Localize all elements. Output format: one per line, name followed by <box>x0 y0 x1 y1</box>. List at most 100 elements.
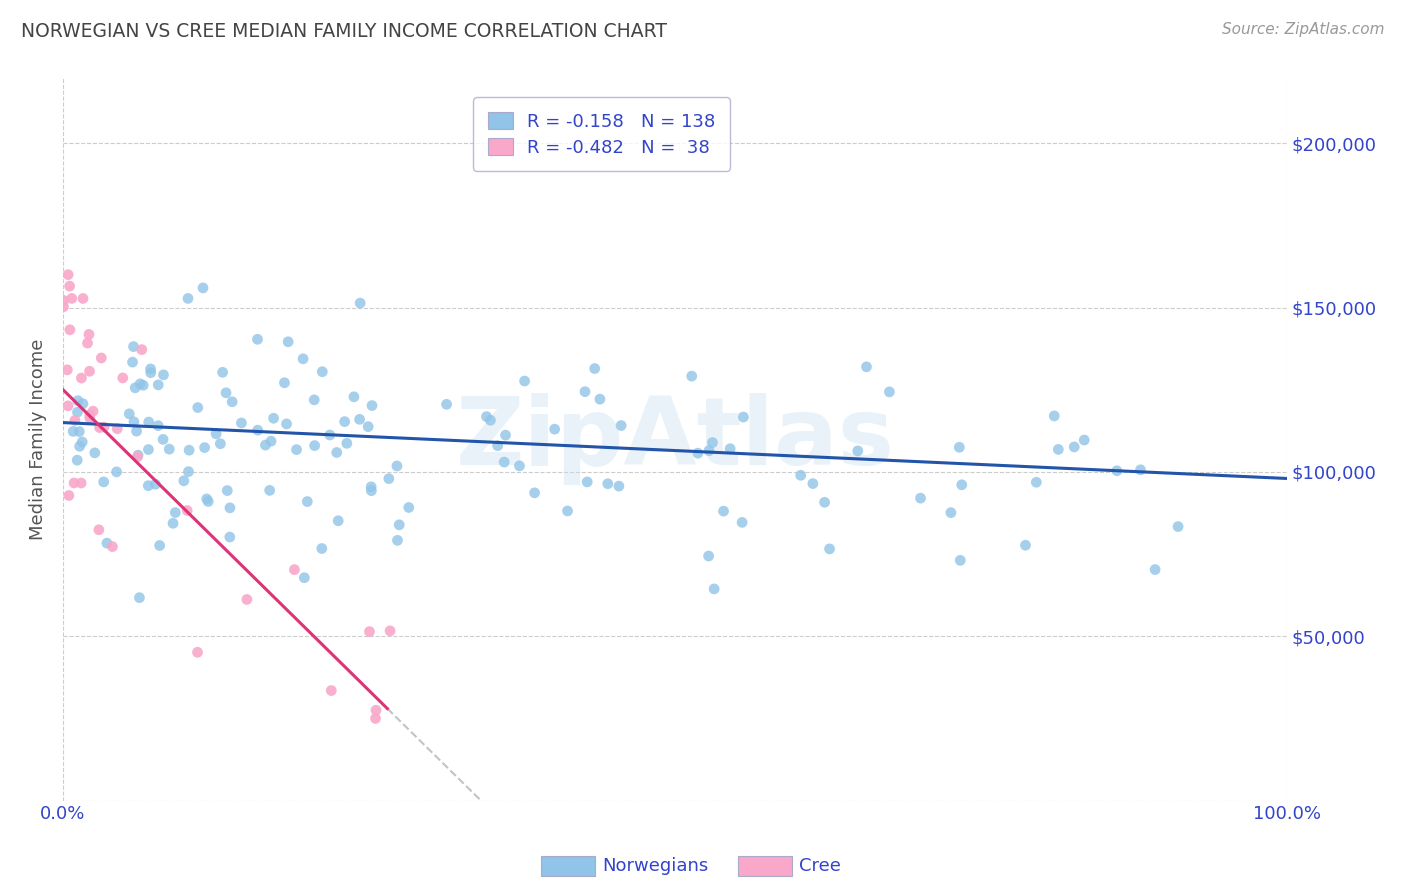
Point <box>436 397 458 411</box>
Point <box>733 410 755 425</box>
Point <box>254 438 277 452</box>
Point <box>259 483 281 498</box>
Point <box>217 483 239 498</box>
Point <box>162 516 184 531</box>
Point <box>543 422 565 436</box>
Point <box>360 480 382 494</box>
Point <box>589 392 612 406</box>
Point <box>69 439 91 453</box>
Point <box>574 384 596 399</box>
Point <box>343 390 366 404</box>
Point <box>349 412 371 426</box>
Point <box>128 591 150 605</box>
Point <box>333 415 356 429</box>
Point <box>72 397 94 411</box>
Point <box>152 433 174 447</box>
Point <box>121 355 143 369</box>
Point <box>82 404 104 418</box>
Point <box>950 477 973 491</box>
Point <box>292 351 315 366</box>
Point <box>939 506 962 520</box>
Point <box>387 533 409 548</box>
Point <box>145 477 167 491</box>
Point <box>236 592 259 607</box>
Point <box>486 439 509 453</box>
Point <box>131 343 153 357</box>
Point <box>378 472 401 486</box>
Point <box>70 371 93 385</box>
Point <box>697 549 720 563</box>
Point <box>475 409 498 424</box>
Point <box>132 378 155 392</box>
Point <box>58 488 80 502</box>
Point <box>479 413 502 427</box>
Point <box>62 425 84 439</box>
Text: NORWEGIAN VS CREE MEDIAN FAMILY INCOME CORRELATION CHART: NORWEGIAN VS CREE MEDIAN FAMILY INCOME C… <box>21 22 666 41</box>
Point <box>319 428 342 442</box>
Point <box>398 500 420 515</box>
Legend: R = -0.158   N = 138, R = -0.482   N =  38: R = -0.158 N = 138, R = -0.482 N = 38 <box>474 97 730 171</box>
Point <box>1073 433 1095 447</box>
Point <box>359 624 381 639</box>
Point <box>148 377 170 392</box>
Point <box>713 504 735 518</box>
Point <box>948 440 970 454</box>
Point <box>385 458 408 473</box>
Point <box>139 366 162 380</box>
Point <box>557 504 579 518</box>
Text: Cree: Cree <box>799 857 841 875</box>
Point <box>211 365 233 379</box>
Point <box>246 423 269 437</box>
Point <box>136 478 159 492</box>
Point <box>186 645 208 659</box>
Point <box>125 424 148 438</box>
Point <box>1129 463 1152 477</box>
Point <box>52 300 75 314</box>
Point <box>349 296 371 310</box>
Point <box>56 268 79 282</box>
Point <box>304 439 326 453</box>
Point <box>105 422 128 436</box>
Point <box>302 392 325 407</box>
Point <box>72 292 94 306</box>
Point <box>1063 440 1085 454</box>
Point <box>576 475 599 489</box>
Point <box>246 332 269 346</box>
Point <box>194 441 217 455</box>
Point <box>60 292 83 306</box>
Point <box>129 376 152 391</box>
Point <box>139 362 162 376</box>
Point <box>336 436 359 450</box>
Y-axis label: Median Family Income: Median Family Income <box>30 338 46 540</box>
Point <box>152 368 174 382</box>
Point <box>681 369 703 384</box>
Point <box>326 445 349 459</box>
Point <box>179 443 201 458</box>
Point <box>311 365 333 379</box>
Point <box>59 279 82 293</box>
Point <box>176 503 198 517</box>
Point <box>90 351 112 365</box>
Point <box>79 408 101 422</box>
Point <box>513 374 536 388</box>
Point <box>187 401 209 415</box>
Point <box>583 361 606 376</box>
Point <box>138 415 160 429</box>
Point <box>364 703 387 717</box>
Point <box>1105 464 1128 478</box>
Text: Source: ZipAtlas.com: Source: ZipAtlas.com <box>1222 22 1385 37</box>
Point <box>165 506 187 520</box>
Point <box>702 435 724 450</box>
Point <box>138 442 160 457</box>
Point <box>789 468 811 483</box>
Point <box>260 434 283 449</box>
Point <box>801 476 824 491</box>
Point <box>718 442 741 456</box>
Point <box>846 443 869 458</box>
Point <box>364 711 387 725</box>
Point <box>218 530 240 544</box>
Point <box>276 417 298 431</box>
Point <box>494 455 516 469</box>
Point <box>191 281 214 295</box>
Point <box>1047 442 1070 457</box>
